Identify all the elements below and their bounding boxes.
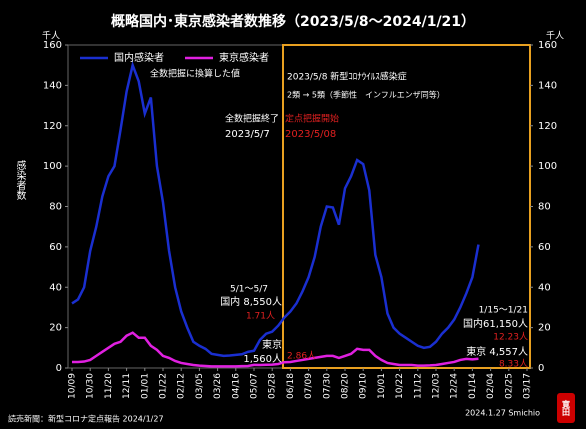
x-tick-label: 12/24 (450, 373, 460, 399)
y-tick-label: 60 (49, 242, 62, 253)
y2-tick-label: 140 (538, 80, 557, 91)
y-tick-label: 140 (43, 80, 62, 91)
y-tick-label: 40 (49, 282, 62, 293)
annotation: 8.33人 (499, 359, 528, 370)
annotation: 国内61,150人 (463, 317, 528, 330)
annotation: 2類 → 5類（季節性 インフルエンザ同等） (287, 90, 445, 100)
x-tick-label: 12/11 (122, 373, 132, 399)
annotation: 国内 8,550人 (220, 295, 282, 308)
annotation: 全数把握終了 (225, 113, 279, 125)
y-tick-label: 80 (49, 202, 62, 213)
y2-unit: 千人 (546, 31, 564, 42)
x-tick-label: 01/14 (468, 373, 478, 399)
legend-label: 東京感染者 (219, 51, 269, 64)
series-line (71, 60, 480, 358)
y-tick-label: 20 (49, 323, 62, 334)
x-tick-label: 07/09 (304, 373, 314, 399)
x-tick-label: 05/07 (250, 373, 260, 399)
annotation: 定点把握開始 (285, 113, 339, 125)
chart-title: 概略国内･東京感染者数推移（2023/5/8～2024/1/21） (111, 13, 475, 30)
x-tick-label: 10/22 (395, 373, 405, 399)
annotation: 2.86人 (287, 351, 316, 362)
y-tick-label: 160 (43, 40, 62, 51)
y2-tick-label: 60 (538, 242, 551, 253)
x-tick-label: 03/26 (213, 373, 223, 399)
x-tick-label: 02/12 (177, 373, 187, 399)
x-tick-label: 10/09 (68, 373, 78, 399)
annotation: 2023/5/7 (225, 129, 270, 140)
seal-text: 寛田 (562, 399, 571, 417)
y2-tick-label: 40 (538, 282, 551, 293)
source: 読売新聞：新型コロナ定点報告 2024/1/27 (8, 414, 164, 424)
x-tick-label: 12/03 (432, 373, 442, 399)
y2-tick-label: 100 (538, 161, 557, 172)
series-line (72, 331, 479, 368)
x-tick-label: 02/25 (504, 373, 514, 399)
x-tick-label: 10/30 (86, 373, 96, 399)
seal (557, 393, 575, 423)
x-tick-label: 04/16 (231, 373, 241, 399)
x-tick-label: 06/18 (286, 373, 296, 399)
credit: 2024.1.27 Smichio (465, 409, 540, 418)
annotation: 2023/5/8 新型ｺﾛﾅｳｲﾙｽ感染症 (287, 71, 407, 83)
y2-tick-label: 20 (538, 323, 551, 334)
x-tick-label: 03/05 (195, 373, 205, 399)
annotation: 東京 (262, 338, 282, 351)
x-tick-label: 02/04 (486, 373, 496, 399)
x-tick-label: 09/10 (359, 373, 369, 399)
annotation: 5/1～5/7 (230, 285, 268, 295)
x-tick-label: 03/17 (523, 373, 533, 399)
x-tick-label: 11/20 (104, 373, 114, 399)
x-tick-label: 11/12 (413, 373, 423, 399)
x-tick-label: 07/30 (322, 373, 332, 399)
y-unit: 千人 (42, 31, 60, 42)
annotation: 1,560人 (243, 353, 282, 365)
y2-tick-label: 120 (538, 121, 557, 132)
legend-label: 国内感染者 (114, 51, 164, 64)
x-tick-label: 08/20 (341, 373, 351, 399)
y-tick-label: 120 (43, 121, 62, 132)
x-tick-label: 01/22 (159, 373, 169, 399)
legend-note: 全数把握に換算した値 (150, 68, 240, 80)
y2-tick-label: 80 (538, 202, 551, 213)
y2-tick-label: 160 (538, 40, 557, 51)
y-axis-label: 感染者数 (14, 159, 26, 201)
x-tick-label: 10/01 (377, 373, 387, 399)
annotation: 東京 4,557人 (466, 345, 528, 358)
x-tick-label: 05/28 (268, 373, 278, 399)
annotation: 12.23人 (493, 332, 528, 343)
y-tick-label: 100 (43, 161, 62, 172)
annotation: 2023/5/08 (285, 129, 336, 140)
y2-tick-label: 0 (538, 363, 544, 374)
annotation: 1/15～1/21 (479, 306, 528, 316)
y-tick-label: 0 (56, 363, 62, 374)
x-tick-label: 01/01 (140, 373, 150, 399)
annotation: 1.71人 (246, 311, 275, 322)
